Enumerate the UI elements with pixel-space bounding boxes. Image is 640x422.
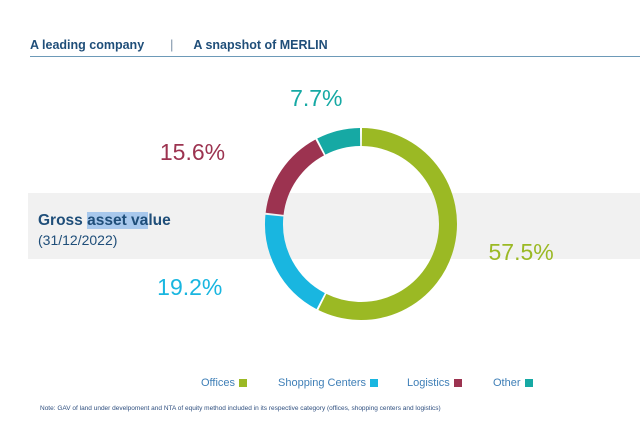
legend-swatch — [453, 379, 462, 387]
legend-swatch — [370, 379, 379, 387]
slice-offices — [318, 128, 457, 320]
header-rule — [30, 56, 640, 57]
legend-item-shopping-centers: Shopping Centers — [278, 377, 379, 389]
legend-label: Shopping Centers — [278, 377, 367, 389]
slice-shopping-centers — [265, 214, 326, 310]
label-logistics: 15.6% — [160, 139, 225, 165]
legend-item-other: Other — [493, 377, 533, 389]
label-other: 7.7% — [290, 85, 342, 111]
gav-title-pre: Gross — [38, 212, 88, 229]
legend-label: Offices — [201, 377, 236, 389]
section-header: A leading company | A snapshot of MERLIN — [30, 38, 328, 52]
gav-title-highlight: asset va — [87, 212, 149, 229]
legend-item-offices: Offices — [201, 377, 248, 389]
legend-label: Logistics — [407, 377, 450, 389]
label-offices: 57.5% — [489, 239, 554, 265]
gav-title: Gross asset value — [38, 212, 171, 230]
gav-date: (31/12/2022) — [38, 232, 118, 248]
header-right: A snapshot of MERLIN — [193, 38, 328, 52]
legend-swatch — [524, 379, 533, 387]
footnote: Note: GAV of land under develpoment and … — [40, 405, 441, 412]
header-left: A leading company — [30, 38, 145, 52]
header-separator: | — [170, 38, 174, 52]
legend-swatch — [239, 379, 248, 387]
slice-logistics — [265, 139, 325, 216]
label-shopping-centers: 19.2% — [157, 274, 222, 300]
slice-other — [317, 128, 361, 155]
legend-label: Other — [493, 377, 521, 389]
legend-item-logistics: Logistics — [407, 377, 462, 389]
gav-title-post: lue — [148, 212, 171, 229]
